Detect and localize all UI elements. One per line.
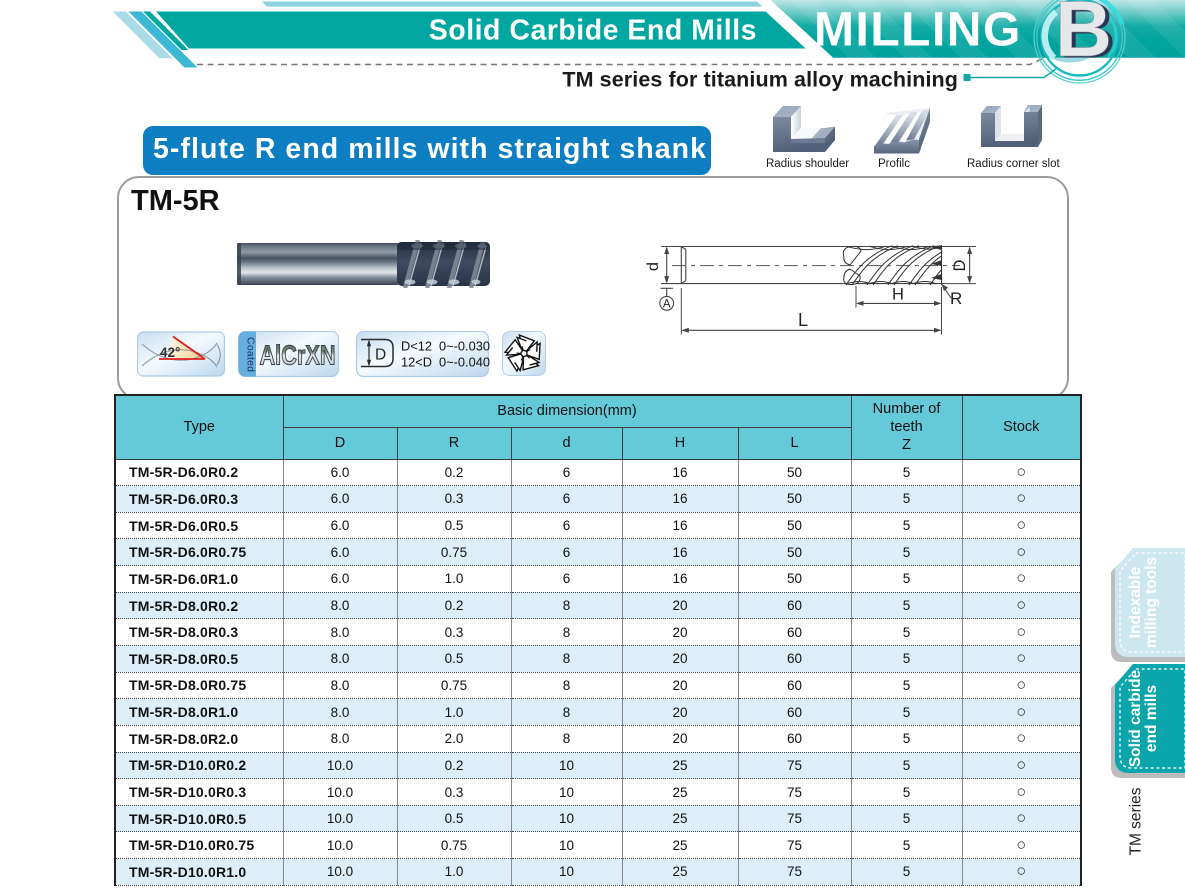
svg-text:milling tools: milling tools [1143, 557, 1160, 648]
svg-text:B: B [1059, 0, 1116, 75]
svg-text:AlCrXN: AlCrXN [260, 340, 336, 371]
svg-text:d: d [645, 262, 662, 271]
svg-text:TM series for titanium alloy m: TM series for titanium alloy machining [562, 68, 958, 92]
svg-text:42°: 42° [160, 345, 180, 360]
svg-text:Indexable: Indexable [1127, 566, 1144, 638]
svg-text:L: L [798, 310, 808, 330]
svg-text:D: D [375, 347, 386, 364]
svg-text:H: H [892, 286, 904, 304]
svg-text:12<D 0~-0.040: 12<D 0~-0.040 [401, 355, 490, 370]
svg-text:D<12 0~-0.030: D<12 0~-0.030 [401, 339, 490, 354]
svg-text:B: B [1055, 0, 1112, 73]
svg-text:Solid Carbide End Mills: Solid Carbide End Mills [429, 15, 757, 47]
svg-text:end mills: end mills [1143, 685, 1160, 752]
svg-text:A: A [663, 299, 671, 311]
svg-text:Solid carbide: Solid carbide [1127, 669, 1144, 767]
svg-text:TM series: TM series [1128, 787, 1145, 855]
svg-text:Coated: Coated [245, 337, 257, 372]
svg-text:R: R [950, 289, 962, 308]
svg-text:MILLING: MILLING [814, 4, 1022, 57]
svg-text:D: D [951, 260, 969, 272]
